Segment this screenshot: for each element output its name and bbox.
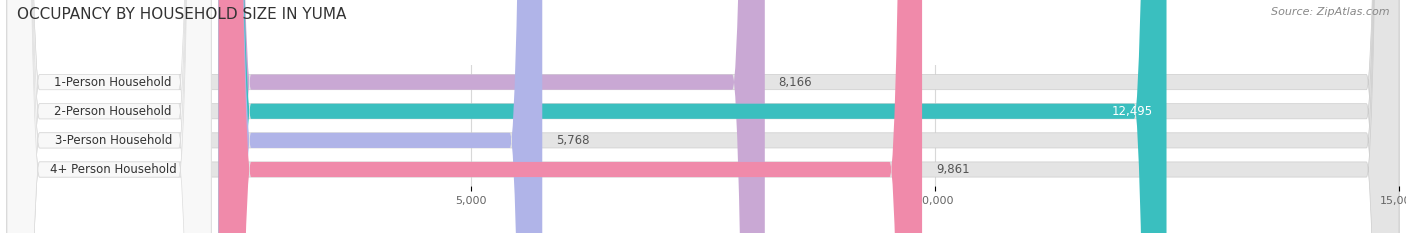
- FancyBboxPatch shape: [218, 0, 543, 233]
- FancyBboxPatch shape: [7, 0, 211, 233]
- Text: Source: ZipAtlas.com: Source: ZipAtlas.com: [1271, 7, 1389, 17]
- Text: 5,768: 5,768: [557, 134, 589, 147]
- Text: 2-Person Household: 2-Person Household: [55, 105, 172, 118]
- Text: 3-Person Household: 3-Person Household: [55, 134, 172, 147]
- Text: 12,495: 12,495: [1112, 105, 1153, 118]
- FancyBboxPatch shape: [218, 0, 765, 233]
- FancyBboxPatch shape: [7, 0, 211, 233]
- FancyBboxPatch shape: [7, 0, 211, 233]
- FancyBboxPatch shape: [7, 0, 1399, 233]
- FancyBboxPatch shape: [7, 0, 211, 233]
- Text: 1-Person Household: 1-Person Household: [55, 76, 172, 89]
- FancyBboxPatch shape: [218, 0, 1167, 233]
- FancyBboxPatch shape: [7, 0, 1399, 233]
- Text: OCCUPANCY BY HOUSEHOLD SIZE IN YUMA: OCCUPANCY BY HOUSEHOLD SIZE IN YUMA: [17, 7, 346, 22]
- FancyBboxPatch shape: [7, 0, 1399, 233]
- Text: 4+ Person Household: 4+ Person Household: [49, 163, 177, 176]
- Text: 8,166: 8,166: [779, 76, 813, 89]
- FancyBboxPatch shape: [7, 0, 1399, 233]
- Text: 9,861: 9,861: [936, 163, 970, 176]
- FancyBboxPatch shape: [218, 0, 922, 233]
